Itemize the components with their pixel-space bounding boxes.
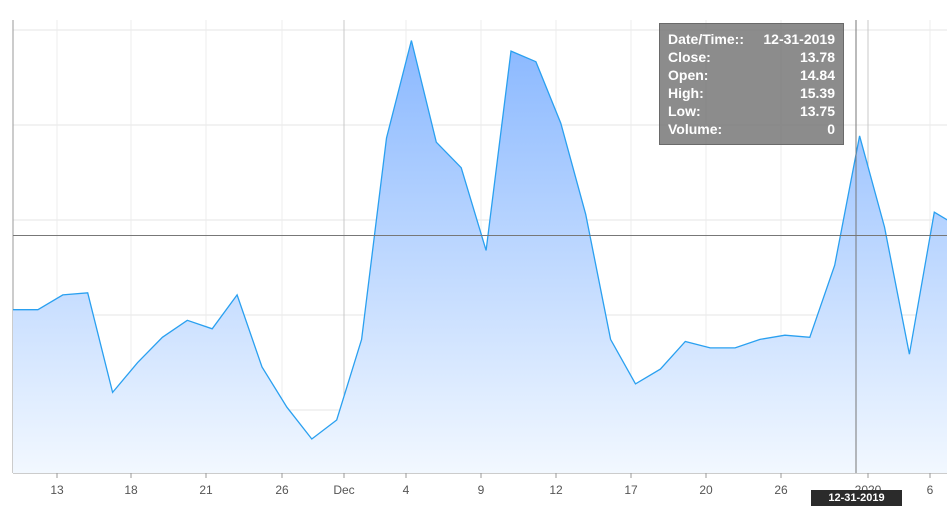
tooltip-label: Open: [668,67,709,83]
x-tick-label: 13 [50,483,64,497]
tooltip-value: 14.84 [799,67,835,83]
tooltip-label: High: [668,85,704,101]
x-tick-label: 12 [549,483,563,497]
price-area-fill [13,40,947,473]
x-tick-label: 6 [927,483,934,497]
x-tick-label: 18 [124,483,138,497]
crosshair [13,20,947,473]
price-line [13,40,947,440]
tooltip-value: 13.75 [799,103,835,119]
tooltip-row: Open: 14.84 [668,66,835,84]
tooltip-row: High: 15.39 [668,84,835,102]
tooltip-value: 13.78 [799,49,835,65]
tooltip-row: Low: 13.75 [668,102,835,120]
tooltip-label: Close: [668,49,711,65]
tooltip-row: Volume: 0 [668,120,835,138]
tooltip-value: 12-31-2019 [763,31,835,47]
data-tooltip: Date/Time:: 12-31-2019 Close: 13.78 Open: 14.… [659,23,844,145]
tooltip-label: Date/Time:: [668,31,744,47]
x-tick-label: 26 [774,483,788,497]
tooltip-row: Close: 13.78 [668,48,835,66]
tooltip-label: Low: [668,103,701,119]
x-tick-label: 9 [478,483,485,497]
x-axis-ticks: 13182126Dec491217202620206 [50,473,934,497]
tooltip-value: 15.39 [799,85,835,101]
x-tick-label: 26 [275,483,289,497]
tooltip-value: 0 [827,121,835,137]
x-tick-label: Dec [333,483,354,497]
x-tick-label: 17 [624,483,638,497]
x-tick-label: 4 [403,483,410,497]
crosshair-date-label: 12-31-2019 [811,490,902,506]
x-tick-label: 21 [199,483,213,497]
x-tick-label: 20 [699,483,713,497]
tooltip-label: Volume: [668,121,723,137]
tooltip-row: Date/Time:: 12-31-2019 [668,30,835,48]
